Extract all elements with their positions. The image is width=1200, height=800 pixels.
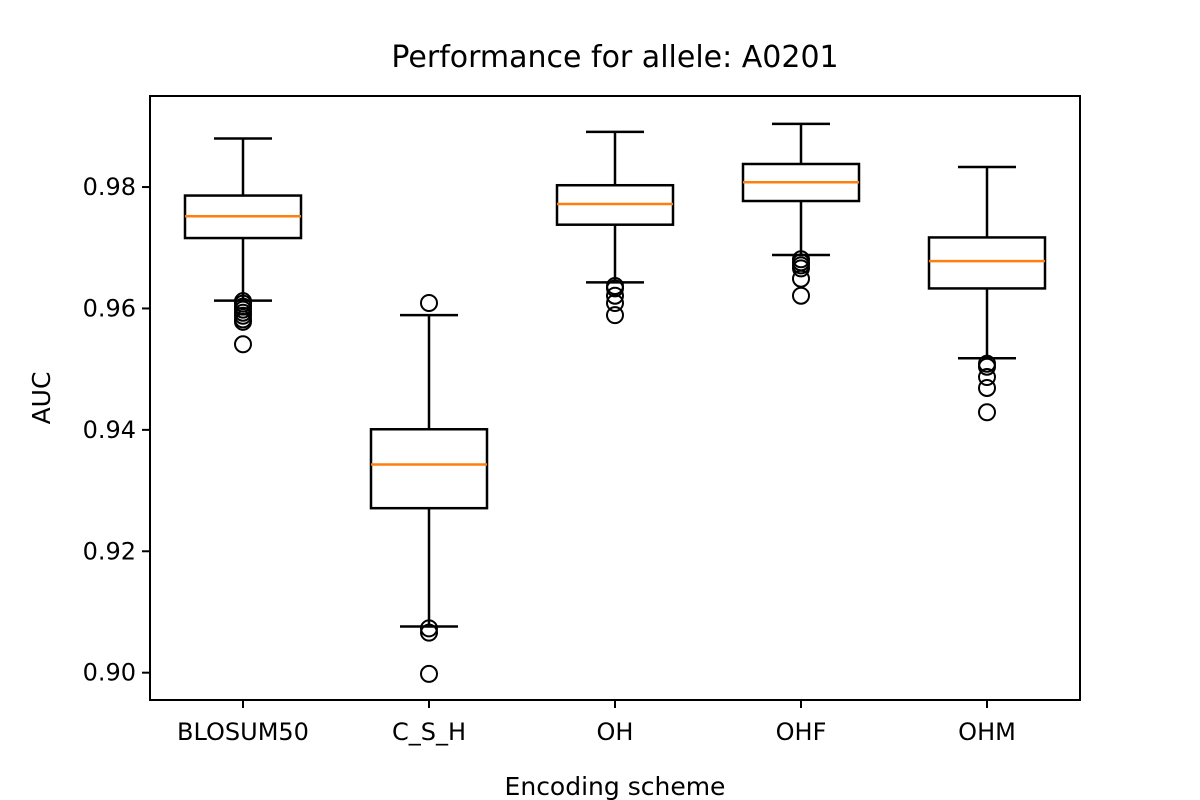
y-tick-label: 0.94 [83, 416, 136, 444]
outlier-point [792, 286, 810, 305]
y-tick-label: 0.90 [83, 659, 136, 687]
outlier-point [606, 279, 624, 298]
x-tick-label: BLOSUM50 [177, 718, 309, 746]
x-tick-label: OHM [958, 718, 1016, 746]
chart-title: Performance for allele: A0201 [391, 40, 838, 75]
outlier-point [420, 619, 438, 638]
outlier-point [420, 623, 438, 642]
y-axis-label: AUC [27, 372, 56, 425]
y-tick-label: 0.98 [83, 173, 136, 201]
outlier-point [606, 286, 624, 305]
y-tick-label: 0.92 [83, 537, 136, 565]
x-tick-label: C_S_H [392, 718, 466, 746]
outlier-point [234, 335, 252, 354]
outlier-point [978, 368, 996, 387]
box-c-s-h [369, 428, 489, 510]
x-tick-label: OH [597, 718, 634, 746]
outlier-point [606, 293, 624, 312]
box-ohm [927, 236, 1047, 290]
x-tick-label: OHF [776, 718, 827, 746]
y-tick-label: 0.96 [83, 294, 136, 322]
outlier-point [978, 357, 996, 376]
plot-area: 0.90 0.92 0.94 0.96 0.98 BLOSUM50 C_S_H OH OHF OH… [83, 122, 1047, 746]
outlier-point [420, 664, 438, 683]
x-axis-label: Encoding scheme [505, 772, 726, 800]
plot-frame [149, 95, 1081, 701]
outlier-point [606, 306, 624, 325]
outlier-point [978, 403, 996, 422]
outlier-point [978, 378, 996, 397]
outlier-point [792, 259, 810, 278]
outlier-point [420, 293, 438, 312]
outlier-point [234, 312, 252, 331]
